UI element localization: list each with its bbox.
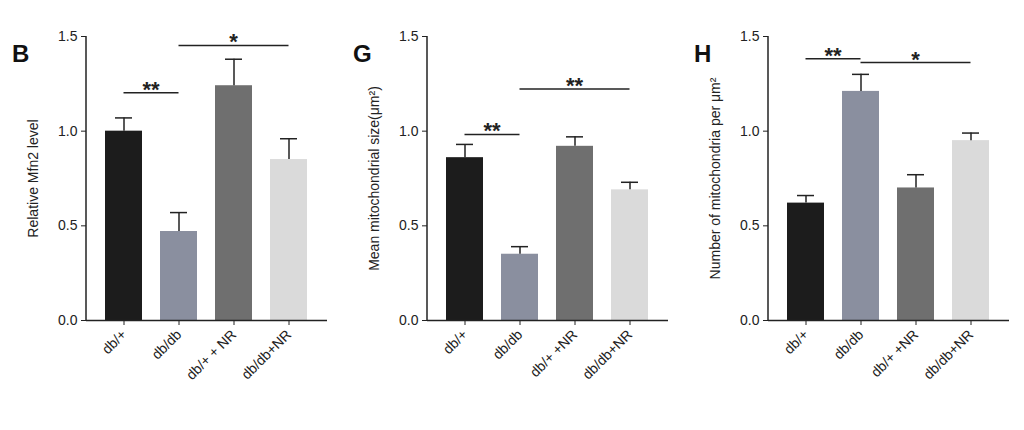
svg-text:**: ** [566, 73, 584, 98]
svg-text:db/db: db/db [489, 326, 525, 362]
svg-text:db/+ +NR: db/+ +NR [868, 326, 922, 380]
svg-text:db/+: db/+ [98, 326, 129, 357]
svg-text:0.5: 0.5 [399, 217, 419, 233]
svg-text:0.5: 0.5 [58, 217, 78, 233]
svg-text:db/+: db/+ [439, 326, 470, 357]
svg-text:db/db: db/db [830, 326, 866, 362]
svg-text:db/db+NR: db/db+NR [238, 326, 294, 382]
html-text:H: H [694, 40, 712, 67]
html-text:B: B [12, 40, 30, 67]
svg-text:**: ** [824, 43, 842, 68]
svg-text:1.0: 1.0 [399, 123, 419, 139]
svg-text:0.5: 0.5 [740, 217, 760, 233]
svg-text:0.0: 0.0 [399, 312, 419, 328]
svg-text:db/db+NR: db/db+NR [579, 326, 635, 382]
svg-text:0.0: 0.0 [740, 312, 760, 328]
svg-text:db/+: db/+ [780, 326, 811, 357]
svg-text:Mean mitochondrial size(μm²): Mean mitochondrial size(μm²) [366, 86, 382, 271]
html-text:G: G [353, 40, 372, 67]
svg-text:1.5: 1.5 [58, 28, 78, 44]
svg-text:Relative Mfn2 level: Relative Mfn2 level [25, 119, 41, 237]
svg-text:Number of mitochondria per μm²: Number of mitochondria per μm² [707, 77, 723, 279]
svg-text:db/db+NR: db/db+NR [920, 326, 976, 382]
svg-text:*: * [911, 47, 920, 72]
svg-text:1.5: 1.5 [740, 28, 760, 44]
svg-text:1.0: 1.0 [740, 123, 760, 139]
svg-text:db/+ + NR: db/+ + NR [183, 326, 239, 382]
svg-text:**: ** [142, 77, 160, 102]
svg-text:db/+ +NR: db/+ +NR [527, 326, 581, 380]
svg-text:**: ** [483, 118, 501, 143]
svg-text:1.0: 1.0 [58, 123, 78, 139]
svg-text:1.5: 1.5 [399, 28, 419, 44]
svg-text:0.0: 0.0 [58, 312, 78, 328]
svg-text:*: * [229, 29, 238, 54]
svg-text:db/db: db/db [148, 326, 184, 362]
